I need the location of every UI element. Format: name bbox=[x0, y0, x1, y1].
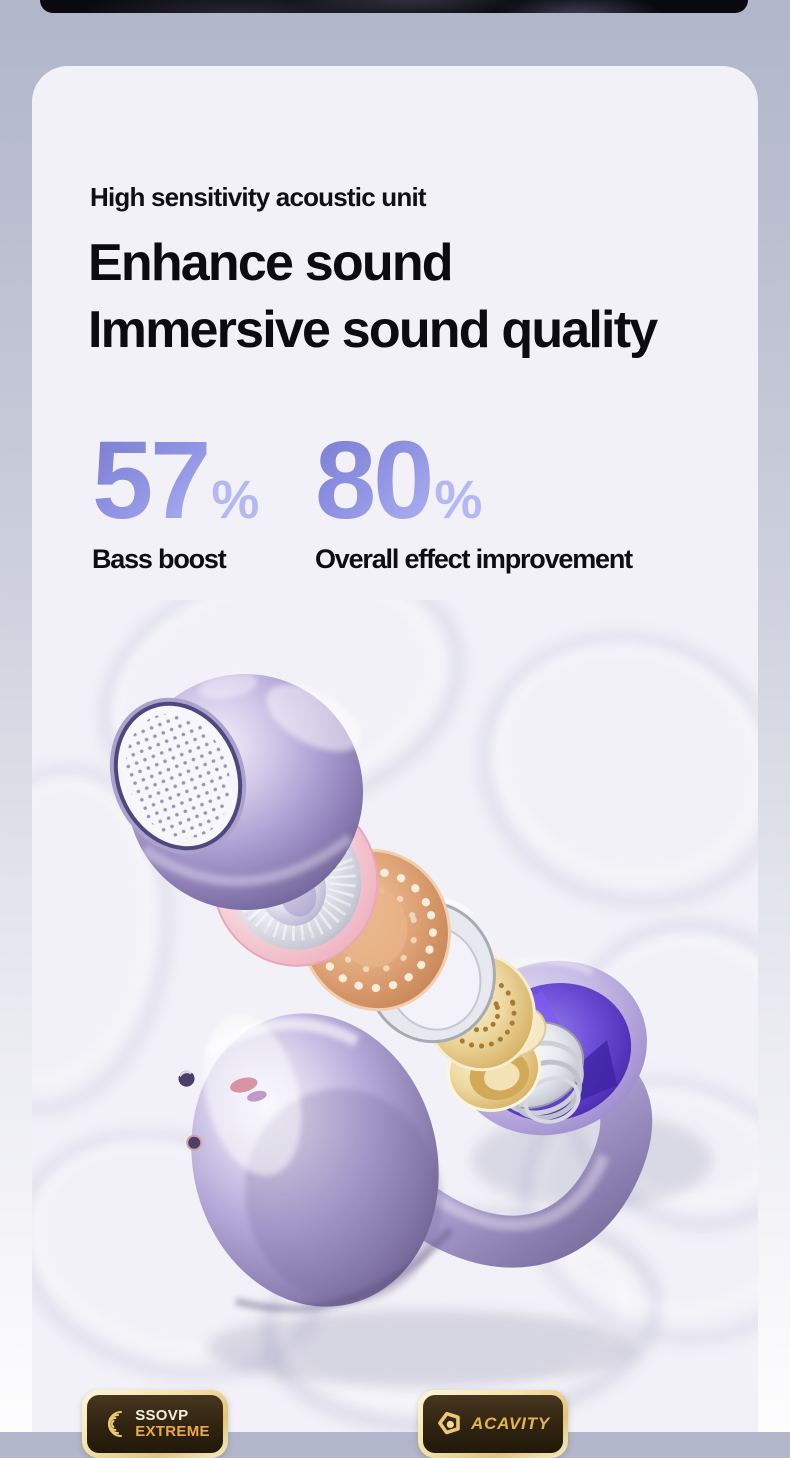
badge-label: ACAVITY bbox=[471, 1414, 550, 1433]
stat-value: 80 bbox=[315, 419, 434, 542]
headline-line-2: Immersive sound quality bbox=[88, 301, 658, 359]
stat-value: 57 bbox=[92, 419, 211, 542]
pentagon-aperture-icon bbox=[438, 1411, 460, 1435]
badge-acavity: ACAVITY bbox=[418, 1390, 568, 1458]
stat-label: Overall effect improvement bbox=[315, 544, 633, 574]
badge-text: SSOVP EXTREME bbox=[135, 1408, 210, 1440]
speaker-grille bbox=[109, 697, 247, 855]
eyebrow-text: High sensitivity acoustic unit bbox=[90, 182, 427, 212]
stat-overall-effect: 80% Overall effect improvement bbox=[315, 419, 633, 575]
earbud-dome-shell bbox=[109, 673, 363, 910]
stat-value-row: 80% bbox=[315, 419, 632, 542]
exploded-earbud-illustration bbox=[32, 600, 758, 1432]
badge-inner: ACAVITY bbox=[423, 1395, 563, 1453]
stat-value-row: 57% bbox=[92, 419, 259, 542]
earbud-body bbox=[178, 1013, 454, 1313]
content-card: High sensitivity acoustic unit Enhance s… bbox=[32, 66, 758, 1458]
previous-section-dark-strip bbox=[40, 0, 748, 13]
drop-shadows bbox=[207, 1112, 712, 1386]
stat-bass-boost: 57% Bass boost bbox=[92, 419, 259, 575]
sound-wave-arcs-icon bbox=[108, 1411, 123, 1437]
percent-sign: % bbox=[434, 470, 482, 530]
badge-inner: SSOVP EXTREME bbox=[87, 1395, 223, 1453]
badge-ssovp-extreme: SSOVP EXTREME bbox=[82, 1390, 228, 1458]
headline: Enhance sound Immersive sound quality bbox=[88, 230, 658, 364]
percent-sign: % bbox=[211, 470, 259, 530]
badge-line-1: SSOVP bbox=[135, 1407, 189, 1425]
headline-line-1: Enhance sound bbox=[88, 234, 454, 292]
stat-label: Bass boost bbox=[92, 544, 227, 574]
